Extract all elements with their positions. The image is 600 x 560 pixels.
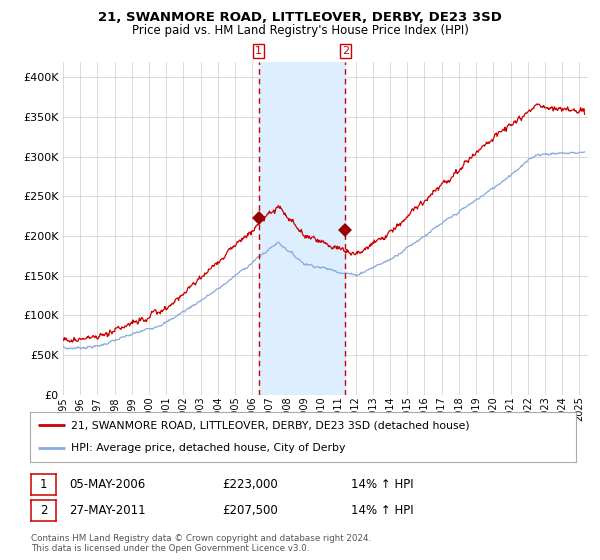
Text: 2: 2 xyxy=(342,46,349,56)
Text: 2: 2 xyxy=(40,504,47,517)
Text: 1: 1 xyxy=(255,46,262,56)
Text: Contains HM Land Registry data © Crown copyright and database right 2024.
This d: Contains HM Land Registry data © Crown c… xyxy=(31,534,371,553)
Text: HPI: Average price, detached house, City of Derby: HPI: Average price, detached house, City… xyxy=(71,444,346,454)
Text: 14% ↑ HPI: 14% ↑ HPI xyxy=(351,478,413,491)
Text: 14% ↑ HPI: 14% ↑ HPI xyxy=(351,504,413,517)
Bar xyxy=(259,62,345,395)
Text: £207,500: £207,500 xyxy=(222,504,278,517)
Text: 27-MAY-2011: 27-MAY-2011 xyxy=(69,504,146,517)
Text: 21, SWANMORE ROAD, LITTLEOVER, DERBY, DE23 3SD (detached house): 21, SWANMORE ROAD, LITTLEOVER, DERBY, DE… xyxy=(71,420,470,430)
Text: 21, SWANMORE ROAD, LITTLEOVER, DERBY, DE23 3SD: 21, SWANMORE ROAD, LITTLEOVER, DERBY, DE… xyxy=(98,11,502,24)
Text: £223,000: £223,000 xyxy=(222,478,278,491)
Text: 05-MAY-2006: 05-MAY-2006 xyxy=(69,478,145,491)
Text: 1: 1 xyxy=(40,478,47,491)
Text: Price paid vs. HM Land Registry's House Price Index (HPI): Price paid vs. HM Land Registry's House … xyxy=(131,24,469,36)
